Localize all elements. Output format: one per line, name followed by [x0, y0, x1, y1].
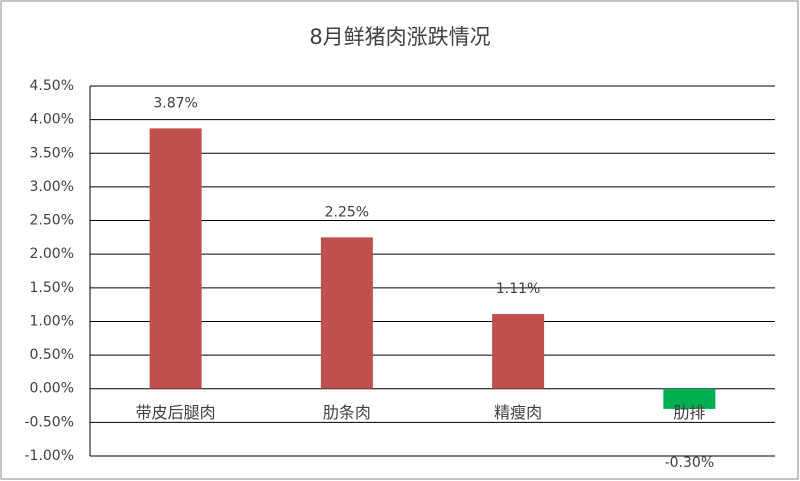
y-tick-label: -1.00%	[24, 448, 74, 464]
y-tick-label: 3.50%	[30, 145, 74, 161]
y-tick-label: 4.50%	[30, 78, 74, 94]
y-tick-label: 2.00%	[30, 246, 74, 262]
y-tick-label: -0.50%	[24, 414, 74, 430]
data-label: 2.25%	[325, 204, 369, 220]
data-label: 3.87%	[153, 95, 197, 111]
x-tick-label: 带皮后腿肉	[136, 403, 216, 422]
data-label: -0.30%	[665, 455, 715, 471]
y-tick-label: 1.00%	[30, 313, 74, 329]
bar	[492, 314, 545, 389]
x-tick-label: 精瘦肉	[494, 403, 542, 422]
x-tick-label: 肋排	[673, 403, 705, 422]
y-tick-label: 1.50%	[30, 280, 74, 296]
bar	[663, 388, 716, 409]
bar	[149, 128, 202, 389]
y-tick-label: 0.00%	[30, 381, 74, 397]
bar	[320, 237, 373, 389]
chart-title: 8月鲜猪肉涨跌情况	[309, 25, 490, 49]
data-label: 1.11%	[496, 281, 540, 297]
y-tick-label: 0.50%	[30, 347, 74, 363]
y-tick-label: 4.00%	[30, 112, 74, 128]
y-tick-label: 3.00%	[30, 179, 74, 195]
y-tick-label: 2.50%	[30, 213, 74, 229]
x-tick-label: 肋条肉	[323, 403, 371, 422]
